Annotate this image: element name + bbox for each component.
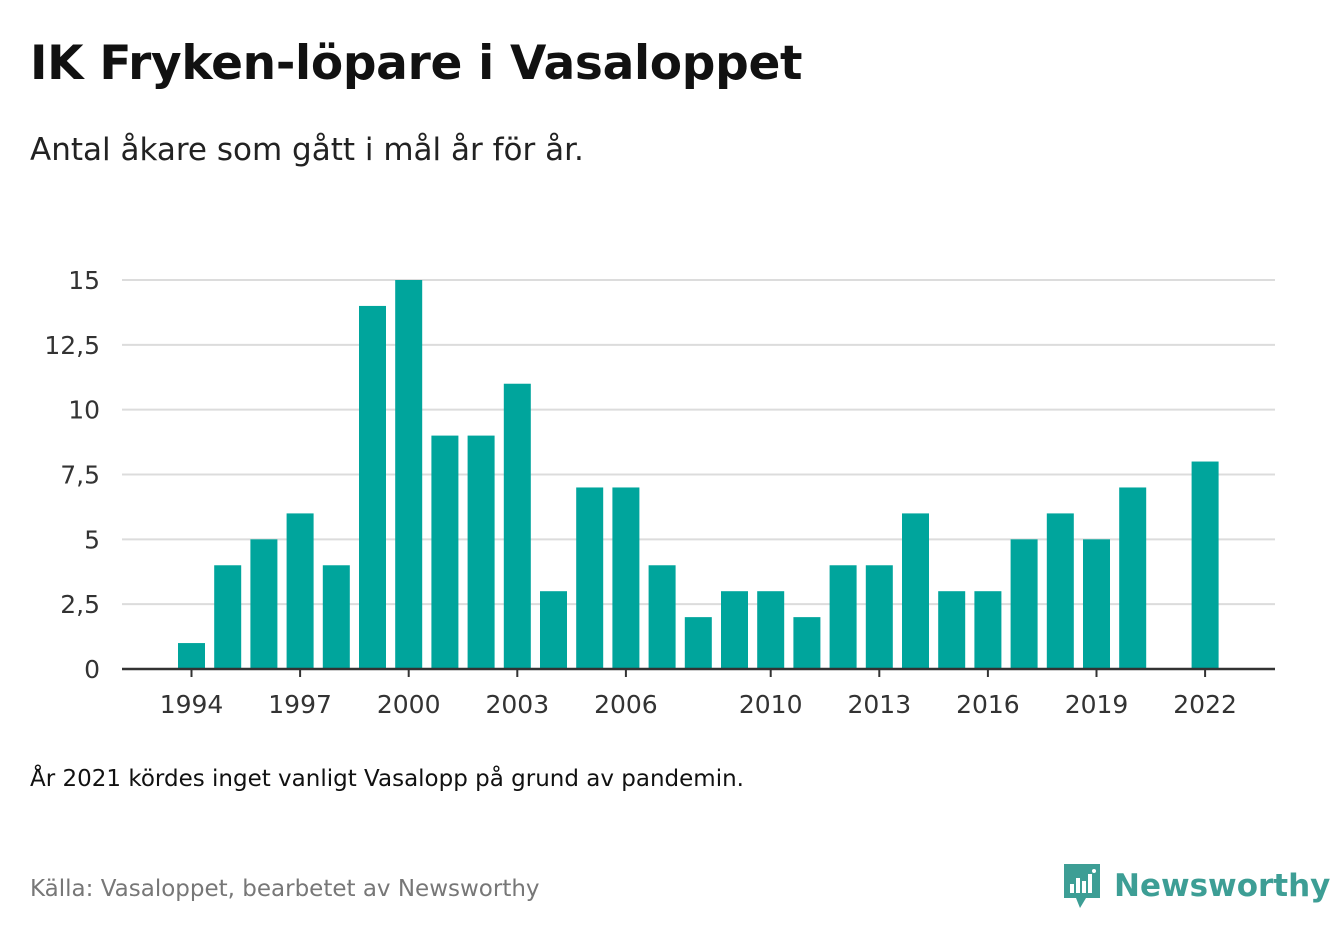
bar — [829, 565, 857, 669]
x-tick-label: 1997 — [268, 690, 332, 719]
gridlines — [122, 279, 1275, 606]
bar — [1119, 487, 1147, 669]
bar — [938, 591, 966, 669]
y-tick-label: 7,5 — [60, 461, 100, 490]
bar — [721, 591, 748, 669]
source-text: Källa: Vasaloppet, bearbetet av Newswort… — [30, 876, 540, 902]
bar — [1010, 539, 1038, 669]
bar — [286, 513, 314, 669]
x-tick-label: 1994 — [160, 690, 224, 719]
axes: 0 2,5 5 7,5 10 12,5 15 1994 1997 2000 2003 2006 2010… — [44, 266, 1275, 719]
x-tick-label: 2022 — [1173, 690, 1237, 719]
bar — [612, 487, 640, 669]
y-tick-label: 10 — [68, 396, 100, 425]
bar — [1191, 461, 1219, 669]
bar — [540, 591, 567, 669]
newsworthy-logo-icon — [1064, 864, 1100, 908]
footnote: År 2021 kördes inget vanligt Vasalopp på… — [30, 766, 744, 792]
chart-subtitle: Antal åkare som gått i mål år för år. — [30, 132, 584, 168]
bar — [757, 591, 785, 669]
brand-name: Newsworthy — [1114, 868, 1331, 904]
bar — [684, 617, 712, 669]
bar — [431, 435, 459, 669]
y-tick-label: 0 — [84, 655, 100, 684]
bar — [793, 617, 821, 669]
bar — [467, 435, 495, 669]
bar — [503, 383, 531, 669]
bars — [178, 280, 1219, 669]
y-tick-label: 5 — [84, 525, 100, 554]
bar — [1083, 539, 1110, 669]
bar — [322, 565, 350, 669]
x-tick-label: 2019 — [1065, 690, 1129, 719]
x-tick-label: 2000 — [377, 690, 441, 719]
bar — [648, 565, 676, 669]
bar — [214, 565, 242, 669]
y-tick-label: 15 — [68, 266, 100, 295]
x-tick-label: 2013 — [847, 690, 911, 719]
bar — [576, 487, 604, 669]
bar — [974, 591, 1002, 669]
bar — [395, 280, 423, 669]
x-tick-label: 2016 — [956, 690, 1020, 719]
chart-title: IK Fryken-löpare i Vasaloppet — [30, 36, 803, 91]
bar — [865, 565, 893, 669]
bar — [178, 643, 205, 669]
bar — [902, 513, 929, 669]
bar-chart: 0 2,5 5 7,5 10 12,5 15 1994 1997 2000 2003 2006 2010… — [44, 266, 1275, 719]
brand-logo: Newsworthy — [1062, 862, 1330, 910]
bar — [250, 539, 278, 669]
x-tick-label: 2010 — [739, 690, 803, 719]
y-tick-label: 12,5 — [44, 331, 100, 360]
bar — [1046, 513, 1074, 669]
bar — [359, 305, 386, 669]
x-tick-label: 2006 — [594, 690, 658, 719]
y-tick-label: 2,5 — [60, 590, 100, 619]
x-tick-label: 2003 — [485, 690, 549, 719]
